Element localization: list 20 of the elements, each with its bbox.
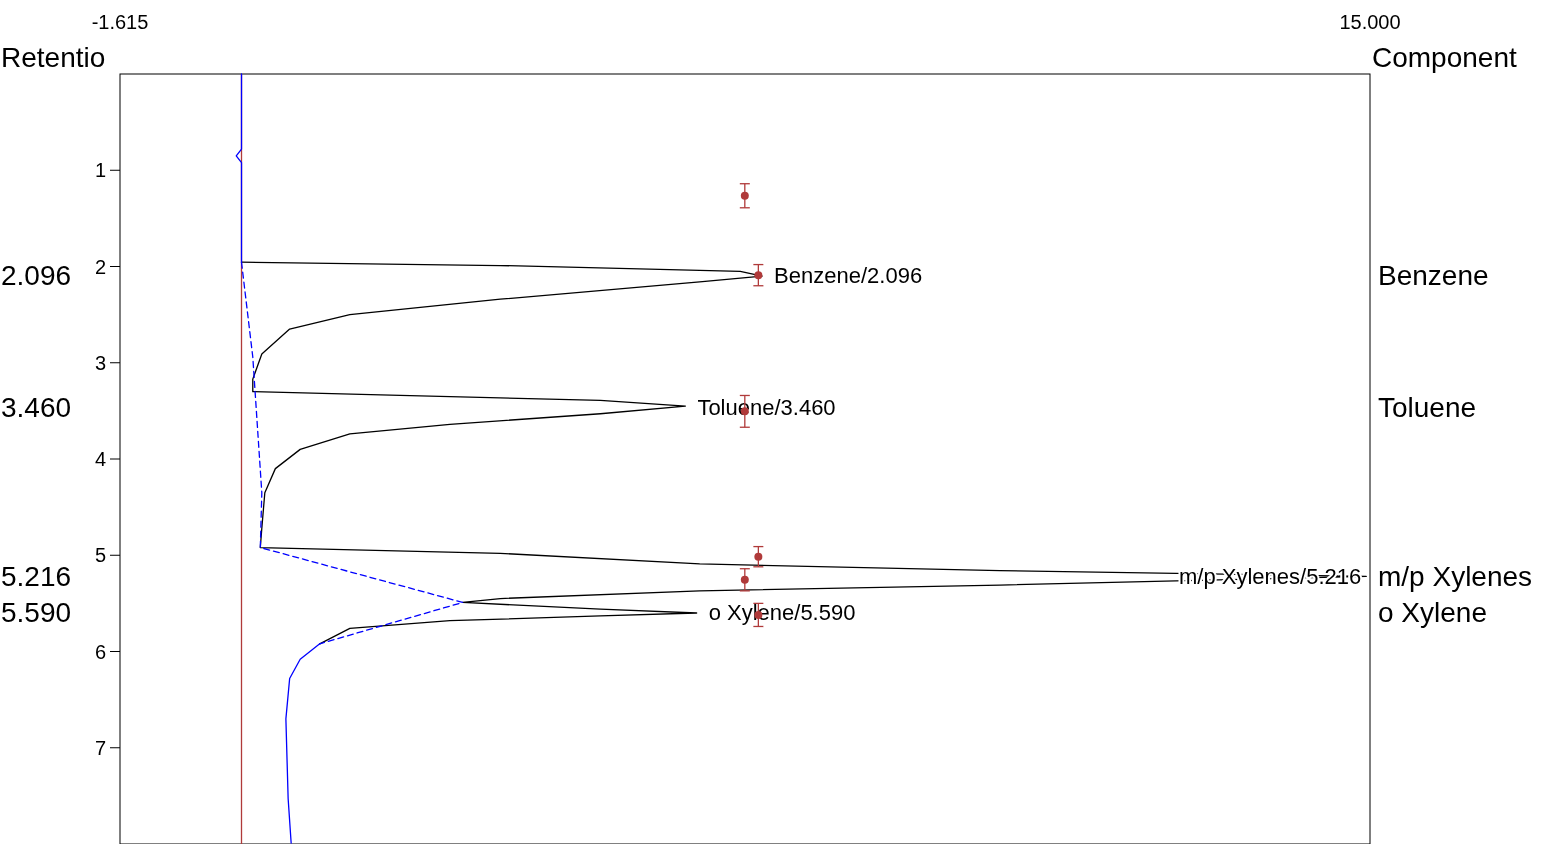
y-tick-label: 4	[94, 448, 106, 470]
annotation: Benzene/2.096	[774, 263, 923, 289]
text: Toluene	[1378, 391, 1477, 423]
y-tick-label: 5	[94, 544, 106, 567]
y3-axis-title: Retentio	[1, 41, 106, 73]
y-tick-label: 3	[94, 351, 106, 374]
y-tick-label: 7	[94, 736, 106, 759]
y3-tick-label: 2.096	[1, 260, 72, 292]
x-tick-label: -1.615	[91, 11, 149, 33]
y3-tick-label: 3.460	[1, 391, 72, 423]
y-tick-label: 6	[94, 640, 106, 663]
y-tick-label: 2	[94, 255, 106, 278]
y3-tick-label: 5.216	[1, 560, 72, 592]
text: o Xylene	[1378, 596, 1487, 628]
y3-tick-label: 5.590	[1, 596, 72, 628]
y-tick-label: 1	[94, 159, 106, 182]
y2-axis-title: Component	[1372, 41, 1517, 73]
text: m/p Xylenes	[1378, 560, 1533, 592]
x-tick-label: 15.000	[1339, 11, 1401, 33]
text: Benzene	[1378, 260, 1489, 292]
